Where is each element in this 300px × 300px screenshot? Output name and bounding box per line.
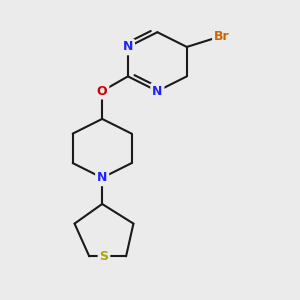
Text: Br: Br (214, 30, 230, 43)
Text: N: N (97, 171, 107, 184)
Text: N: N (152, 85, 163, 98)
Text: N: N (123, 40, 133, 53)
Text: O: O (97, 85, 107, 98)
Text: S: S (100, 250, 109, 263)
